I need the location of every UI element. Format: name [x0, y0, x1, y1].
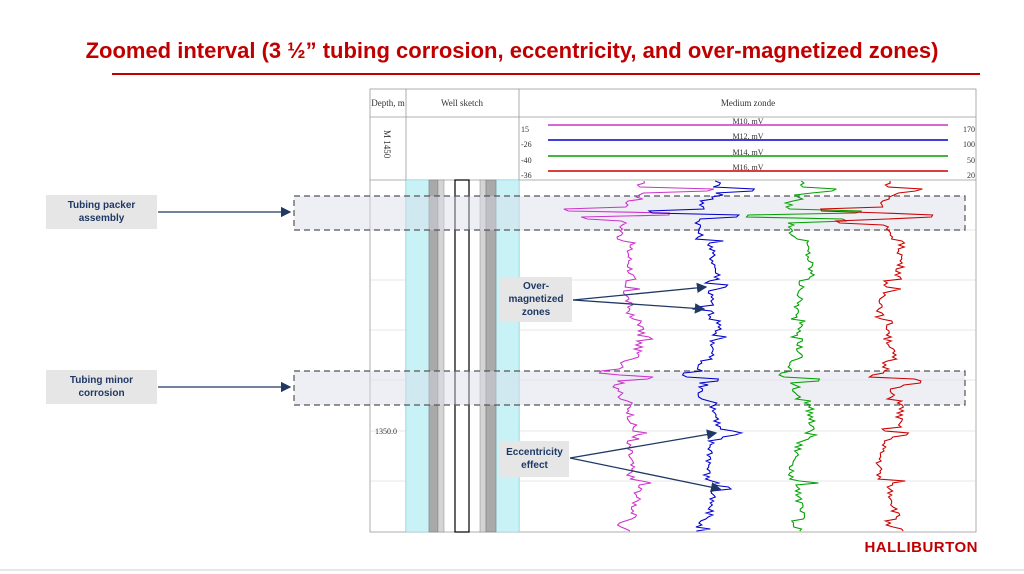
well-sketch-header: Well sketch — [441, 98, 484, 108]
depth-tick-label: 1350.0 — [375, 427, 397, 436]
curve-max-m16: 20 — [967, 171, 975, 180]
depth-marker: M 1450 — [382, 130, 392, 159]
curve-name-m12: M12, mV — [732, 132, 763, 141]
eccentricity-arrow-2 — [569, 457, 722, 493]
overmagnetized-callout: Over-magnetized zones — [500, 277, 572, 322]
depth-header: Depth, m — [371, 98, 405, 108]
eccentricity-callout: Eccentricity effect — [500, 441, 569, 477]
trace-1 — [563, 180, 715, 532]
curve-min-m16: -36 — [521, 171, 532, 180]
well-sketch — [405, 179, 520, 533]
curve-name-m10: M10, mV — [732, 117, 763, 126]
overmag-arrow-2 — [572, 299, 706, 314]
curve-max-m10: 170 — [963, 125, 975, 134]
curve-name-m16: M16, mV — [732, 163, 763, 172]
tubing-corrosion-callout: Tubing minor corrosion — [46, 370, 157, 404]
log-traces — [563, 180, 934, 532]
curve-name-m14: M14, mV — [732, 148, 763, 157]
corrosion-zone-highlight — [293, 370, 966, 406]
halliburton-logo: HALLIBURTON — [864, 539, 978, 556]
eccentricity-arrow-1 — [569, 429, 718, 459]
curve-min-m12: -26 — [521, 140, 532, 149]
trace-4 — [819, 180, 934, 532]
slide-title: Zoomed interval (3 ½” tubing corrosion, … — [85, 38, 939, 63]
curve-max-m14: 50 — [967, 156, 975, 165]
tubing-packer-callout: Tubing packer assembly — [46, 195, 157, 229]
overmag-arrow-1 — [572, 282, 708, 301]
trace-2 — [647, 180, 756, 532]
curve-max-m12: 100 — [963, 140, 975, 149]
log-frame — [369, 88, 977, 533]
trace-3 — [745, 180, 862, 532]
curve-legend: M10, mV 15 170 M12, mV -26 100 M14, mV -… — [521, 117, 975, 180]
curve-min-m14: -40 — [521, 156, 532, 165]
medium-zonde-header: Medium zonde — [721, 98, 775, 108]
footer-rule — [0, 569, 1024, 571]
curve-min-m10: 15 — [521, 125, 529, 134]
title-underline — [112, 73, 980, 75]
